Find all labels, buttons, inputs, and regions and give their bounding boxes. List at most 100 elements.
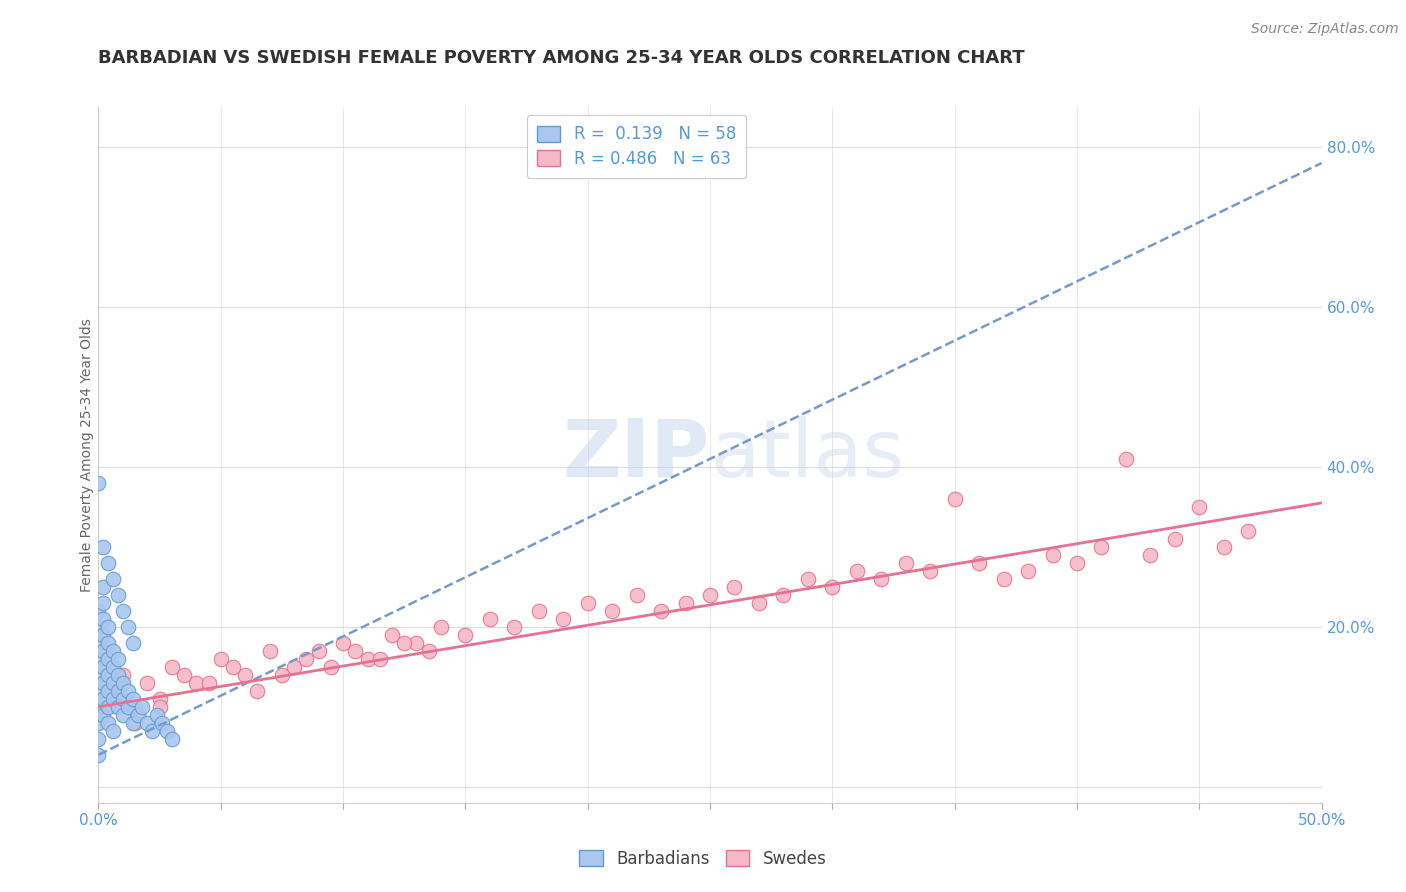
Point: [107, 588, 129, 602]
Point: [107, 683, 129, 698]
Point: [308, 644, 330, 658]
Text: Source: ZipAtlas.com: Source: ZipAtlas.com: [1251, 22, 1399, 37]
Text: ZIP: ZIP: [562, 416, 710, 494]
Point: [91, 691, 114, 706]
Point: [97, 620, 120, 634]
Point: [91, 676, 114, 690]
Point: [1017, 564, 1039, 578]
Legend: Barbadians, Swedes: Barbadians, Swedes: [572, 844, 834, 875]
Point: [97, 652, 120, 666]
Point: [87, 699, 110, 714]
Point: [967, 556, 990, 570]
Point: [319, 660, 342, 674]
Point: [344, 644, 367, 658]
Point: [1237, 524, 1260, 538]
Point: [197, 676, 219, 690]
Point: [454, 628, 477, 642]
Point: [845, 564, 868, 578]
Point: [117, 620, 139, 634]
Point: [91, 580, 114, 594]
Point: [111, 676, 134, 690]
Point: [576, 596, 599, 610]
Point: [405, 636, 427, 650]
Text: BARBADIAN VS SWEDISH FEMALE POVERTY AMONG 25-34 YEAR OLDS CORRELATION CHART: BARBADIAN VS SWEDISH FEMALE POVERTY AMON…: [98, 49, 1025, 67]
Point: [1139, 548, 1161, 562]
Point: [91, 644, 114, 658]
Point: [111, 691, 134, 706]
Point: [1212, 540, 1234, 554]
Point: [97, 636, 120, 650]
Point: [600, 604, 623, 618]
Point: [87, 731, 110, 746]
Point: [121, 715, 143, 730]
Point: [368, 652, 391, 666]
Point: [117, 699, 139, 714]
Point: [748, 596, 770, 610]
Point: [97, 668, 120, 682]
Point: [97, 556, 120, 570]
Point: [430, 620, 453, 634]
Point: [723, 580, 745, 594]
Point: [772, 588, 794, 602]
Point: [107, 699, 129, 714]
Point: [124, 699, 146, 714]
Point: [160, 660, 183, 674]
Point: [101, 572, 124, 586]
Point: [146, 707, 169, 722]
Point: [91, 596, 114, 610]
Point: [650, 604, 672, 618]
Point: [91, 540, 114, 554]
Point: [173, 668, 195, 682]
Point: [553, 612, 575, 626]
Point: [821, 580, 844, 594]
Point: [993, 572, 1015, 586]
Point: [332, 636, 354, 650]
Point: [97, 683, 120, 698]
Point: [91, 612, 114, 626]
Point: [131, 699, 153, 714]
Point: [233, 668, 256, 682]
Point: [527, 604, 550, 618]
Point: [209, 652, 232, 666]
Point: [150, 715, 173, 730]
Point: [111, 707, 134, 722]
Point: [87, 604, 110, 618]
Point: [149, 691, 172, 706]
Point: [392, 636, 416, 650]
Point: [1042, 548, 1064, 562]
Point: [356, 652, 378, 666]
Legend: R =  0.139   N = 58, R = 0.486   N = 63: R = 0.139 N = 58, R = 0.486 N = 63: [527, 115, 747, 178]
Point: [1188, 500, 1211, 514]
Point: [626, 588, 648, 602]
Point: [101, 676, 124, 690]
Point: [124, 715, 146, 730]
Point: [91, 707, 114, 722]
Point: [87, 636, 110, 650]
Point: [97, 715, 120, 730]
Point: [1066, 556, 1088, 570]
Point: [1090, 540, 1112, 554]
Point: [101, 691, 124, 706]
Point: [156, 723, 179, 738]
Point: [136, 676, 159, 690]
Point: [111, 604, 134, 618]
Point: [87, 747, 110, 762]
Point: [478, 612, 501, 626]
Point: [222, 660, 245, 674]
Point: [107, 652, 129, 666]
Point: [149, 699, 172, 714]
Point: [699, 588, 721, 602]
Point: [101, 644, 124, 658]
Point: [797, 572, 820, 586]
Point: [136, 715, 159, 730]
Point: [100, 683, 122, 698]
Point: [91, 660, 114, 674]
Point: [87, 652, 110, 666]
Point: [97, 699, 120, 714]
Point: [91, 628, 114, 642]
Point: [101, 660, 124, 674]
Y-axis label: Female Poverty Among 25-34 Year Olds: Female Poverty Among 25-34 Year Olds: [80, 318, 94, 592]
Point: [101, 723, 124, 738]
Point: [87, 620, 110, 634]
Point: [121, 636, 143, 650]
